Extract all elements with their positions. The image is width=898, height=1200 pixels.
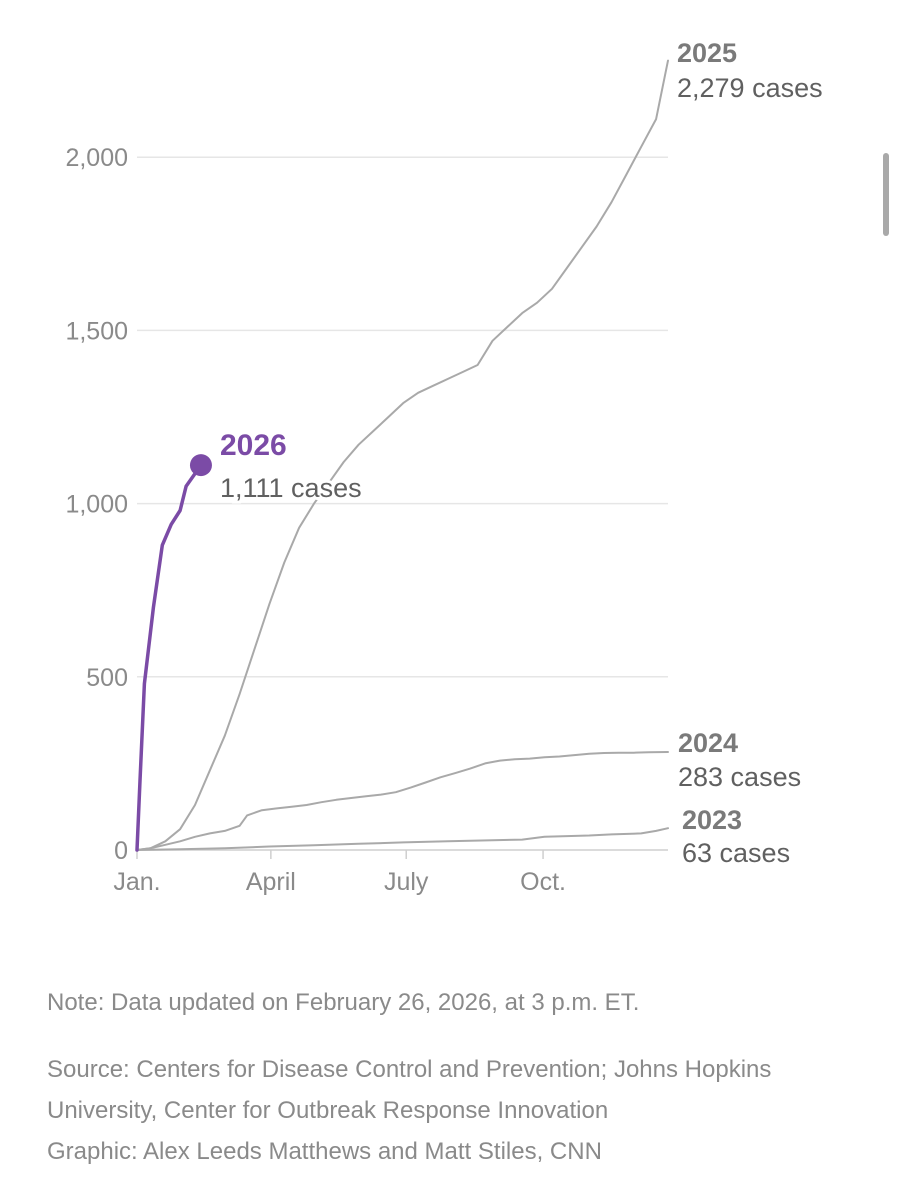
label-year-2024: 2024 xyxy=(678,728,738,758)
y-tick-1000: 1,000 xyxy=(65,491,128,519)
update-note: Note: Data updated on February 26, 2026,… xyxy=(47,989,640,1016)
source-credit: Source: Centers for Disease Control and … xyxy=(47,1056,772,1124)
x-tick-label-april: April xyxy=(246,868,296,896)
label-year-2023: 2023 xyxy=(682,805,742,835)
line-2026 xyxy=(135,463,203,852)
y-axis-ticks: 0 500 1,000 1,500 2,000 xyxy=(65,144,128,865)
x-axis: Jan. April July Oct. xyxy=(113,849,668,896)
gridlines xyxy=(137,156,668,678)
y-tick-1500: 1,500 xyxy=(65,317,128,345)
graphic-credit: Graphic: Alex Leeds Matthews and Matt St… xyxy=(47,1138,602,1165)
line-2023 xyxy=(136,827,669,851)
x-tick-label-july: July xyxy=(384,868,429,896)
x-tick-label-jan: Jan. xyxy=(113,868,160,896)
x-tick-label-oct: Oct. xyxy=(520,868,566,896)
chart-footer: Note: Data updated on February 26, 2026,… xyxy=(47,982,867,1172)
line-2024 xyxy=(136,751,669,851)
label-cases-2023: 63 cases xyxy=(682,838,790,868)
y-tick-500: 500 xyxy=(86,664,128,692)
series-lines xyxy=(135,59,669,852)
scrollbar[interactable] xyxy=(883,153,889,236)
label-cases-2026: 1,111 cases xyxy=(220,473,362,503)
label-cases-2025: 2,279 cases xyxy=(677,73,823,103)
y-tick-2000: 2,000 xyxy=(65,144,128,172)
line-2025 xyxy=(136,59,669,851)
label-cases-2024: 283 cases xyxy=(678,762,801,792)
cases-chart: 0 500 1,000 1,500 2,000 Jan. April July Oct. 20… xyxy=(65,38,823,896)
label-year-2025: 2025 xyxy=(677,38,737,68)
label-year-2026: 2026 xyxy=(220,429,287,462)
y-tick-0: 0 xyxy=(114,837,128,865)
endpoint-2026 xyxy=(189,454,212,477)
